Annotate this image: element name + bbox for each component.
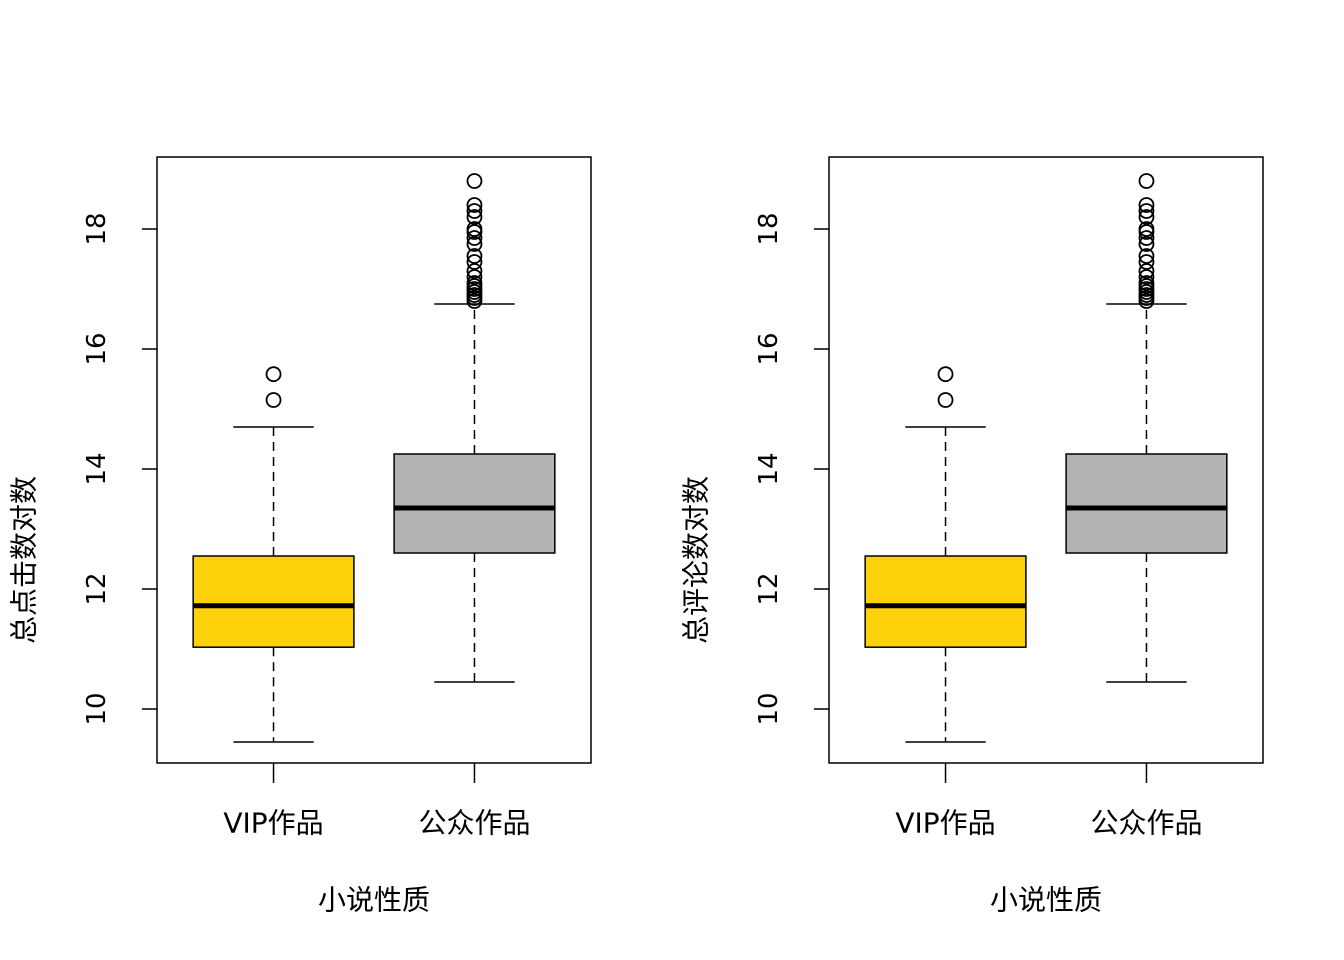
outlier-point	[466, 173, 483, 189]
outlier-point	[265, 366, 282, 383]
outlier-point	[466, 197, 483, 213]
y-tick-label: 18	[82, 212, 112, 245]
iqr-box	[192, 555, 355, 648]
outlier-point	[466, 236, 483, 252]
y-tick-label: 16	[754, 332, 784, 365]
x-axis: VIP作品 公众作品	[895, 763, 1202, 840]
y-axis-title: 总点击数对数	[8, 476, 41, 644]
iqr-box	[393, 453, 556, 554]
y-axis-title: 总评论数对数	[680, 476, 713, 644]
outlier-point	[1138, 221, 1155, 237]
box-2	[1065, 173, 1228, 683]
y-tick-label: 12	[82, 572, 112, 605]
outlier-point	[1138, 209, 1155, 225]
y-axis: 10 12 14 16 18	[754, 212, 829, 726]
outlier-point	[1138, 236, 1155, 252]
outlier-point	[1138, 275, 1155, 291]
outlier-point	[1138, 248, 1155, 264]
box-1	[864, 366, 1027, 743]
outlier-point	[466, 230, 483, 246]
y-tick-label: 10	[754, 692, 784, 725]
outlier-point	[466, 269, 483, 285]
iqr-box	[864, 555, 1027, 648]
x-axis-title: 小说性质	[318, 884, 430, 917]
outlier-point	[466, 254, 483, 270]
outlier-point	[466, 209, 483, 225]
plot-frame	[156, 156, 592, 764]
y-tick-label: 18	[754, 212, 784, 245]
outlier-point	[1138, 254, 1155, 270]
box-1	[192, 366, 355, 743]
iqr-box	[1065, 453, 1228, 554]
outlier-point	[466, 275, 483, 291]
y-tick-label: 12	[754, 572, 784, 605]
x-category-label: VIP作品	[223, 807, 323, 840]
x-category-label: 公众作品	[418, 807, 530, 840]
outlier-point	[1138, 263, 1155, 279]
outlier-point	[937, 392, 954, 408]
outlier-point	[466, 221, 483, 237]
outlier-point	[1138, 269, 1155, 285]
y-tick-label: 14	[754, 452, 784, 485]
outlier-point	[1138, 197, 1155, 213]
outlier-point	[265, 392, 282, 408]
outlier-point	[466, 263, 483, 279]
outlier-point	[1138, 173, 1155, 189]
box-2	[393, 173, 556, 683]
y-tick-label: 10	[82, 692, 112, 725]
y-axis: 10 12 14 16 18	[82, 212, 157, 726]
x-axis-title: 小说性质	[990, 884, 1102, 917]
x-category-label: 公众作品	[1090, 807, 1202, 840]
x-category-label: VIP作品	[895, 807, 995, 840]
outlier-point	[466, 203, 483, 219]
outlier-point	[1138, 203, 1155, 219]
y-tick-label: 14	[82, 452, 112, 485]
outlier-point	[466, 248, 483, 264]
outlier-point	[937, 366, 954, 383]
outlier-point	[1138, 230, 1155, 246]
plot-frame	[828, 156, 1264, 764]
y-tick-label: 16	[82, 332, 112, 365]
x-axis: VIP作品 公众作品	[223, 763, 530, 840]
